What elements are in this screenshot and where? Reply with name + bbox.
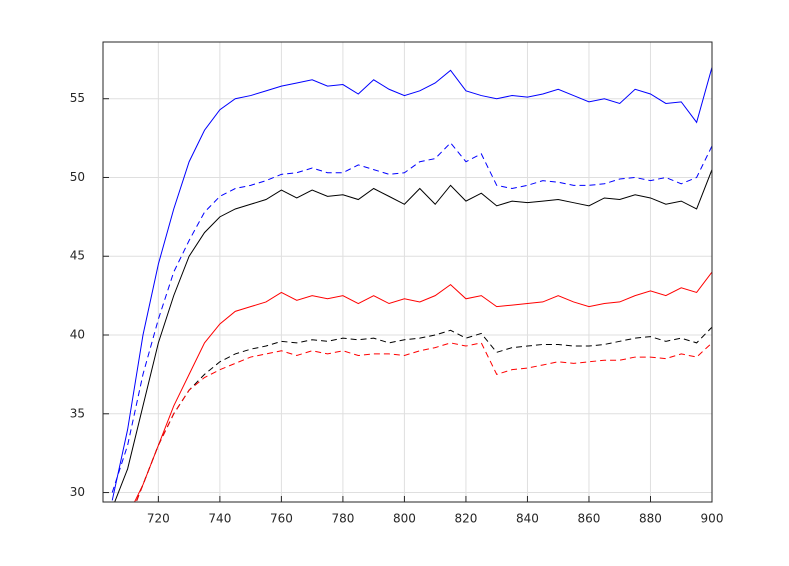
y-tick-label: 55 (70, 91, 85, 105)
series-line (111, 67, 712, 501)
x-tick-label: 800 (393, 512, 416, 526)
x-tick-label: 820 (454, 512, 477, 526)
series-line (135, 342, 712, 502)
series-line (111, 142, 712, 493)
y-tick-label: 50 (70, 170, 85, 184)
x-tick-label: 740 (208, 512, 231, 526)
y-tick-label: 30 (70, 485, 85, 499)
series-line (114, 169, 712, 502)
x-tick-label: 760 (270, 512, 293, 526)
y-tick-label: 40 (70, 328, 85, 342)
plot-frame (102, 41, 713, 503)
x-tick-label: 880 (639, 512, 662, 526)
y-tick-label: 45 (70, 249, 85, 263)
series-line (135, 326, 712, 502)
x-tick-label: 840 (516, 512, 539, 526)
plot-area (103, 42, 712, 502)
series-line (133, 271, 712, 502)
x-tick-label: 720 (147, 512, 170, 526)
x-tick-label: 900 (701, 512, 724, 526)
y-tick-label: 35 (70, 406, 85, 420)
x-tick-label: 780 (331, 512, 354, 526)
x-tick-label: 860 (578, 512, 601, 526)
